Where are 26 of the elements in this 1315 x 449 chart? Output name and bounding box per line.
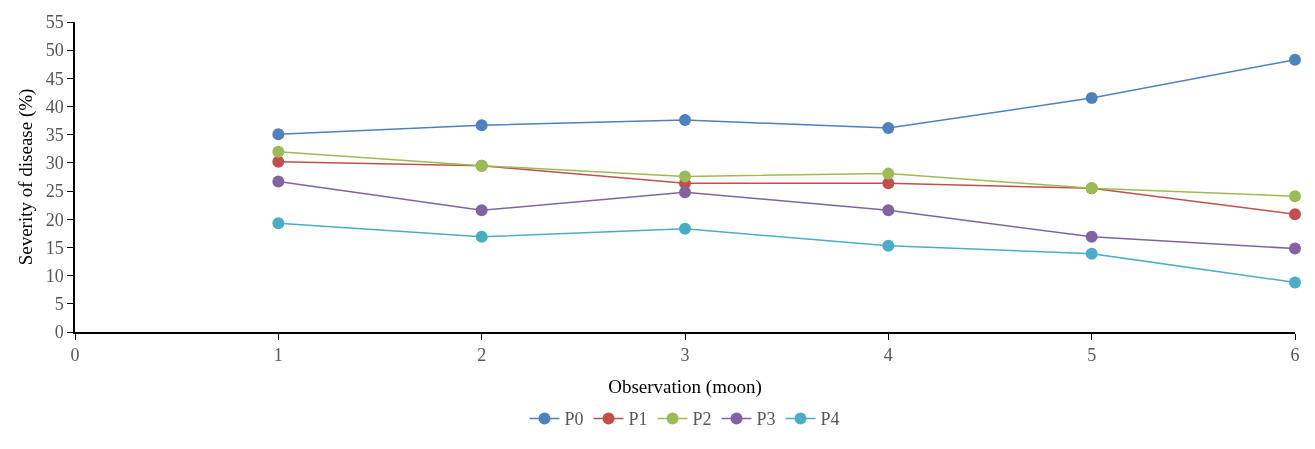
y-tick-label: 55 [45, 12, 64, 33]
y-tick-label: 0 [54, 322, 64, 343]
y-tick-label: 45 [45, 68, 64, 89]
y-tick-label: 10 [45, 265, 64, 286]
y-tick-label: 35 [45, 125, 64, 146]
legend-label: P1 [628, 409, 648, 430]
x-axis-title: Observation (moon) [608, 375, 762, 398]
x-tick-label: 4 [883, 345, 893, 366]
legend-label: P2 [692, 409, 712, 430]
y-tick-label: 25 [45, 181, 64, 202]
y-tick-label: 5 [54, 294, 64, 315]
x-tick-label: 0 [70, 345, 80, 366]
y-tick-label: 50 [45, 40, 64, 61]
legend-label: P4 [820, 409, 840, 430]
y-tick-label: 20 [45, 209, 64, 230]
y-tick-label: 40 [45, 96, 64, 117]
legend-label: P0 [564, 409, 584, 430]
y-tick-label: 15 [45, 237, 64, 258]
y-tick-label: 30 [45, 153, 64, 174]
y-axis-title: Severity of disease (%) [15, 88, 37, 266]
legend-label: P3 [756, 409, 776, 430]
x-tick-label: 3 [680, 345, 690, 366]
x-tick-label: 5 [1087, 345, 1097, 366]
x-tick-label: 1 [273, 345, 283, 366]
x-tick-label: 2 [477, 345, 487, 366]
x-tick-label: 6 [1290, 345, 1300, 366]
